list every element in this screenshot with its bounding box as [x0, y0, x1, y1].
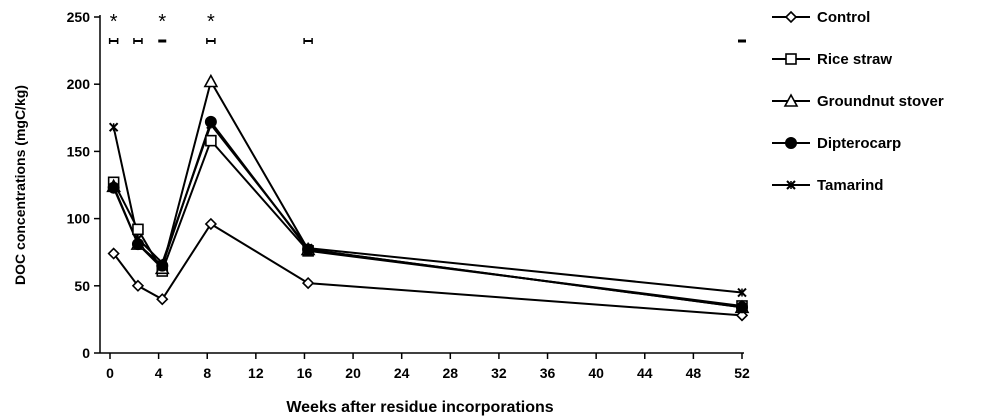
data-point	[206, 119, 216, 130]
data-point	[301, 276, 315, 290]
significance-asterisk: *	[207, 11, 215, 33]
series-points-1	[107, 134, 748, 312]
x-tick-label: 36	[540, 365, 556, 381]
axes	[99, 15, 744, 354]
x-tick-label: 32	[491, 365, 507, 381]
legend-item: Tamarind	[772, 177, 883, 194]
legend-label: Tamarind	[817, 177, 883, 194]
x-tick-label: 0	[106, 365, 114, 381]
error-bar-marker	[108, 38, 119, 44]
series-2	[112, 78, 743, 309]
error-bar-marker	[206, 38, 216, 44]
x-tick-label: 40	[588, 365, 604, 381]
legend-marker	[784, 10, 798, 24]
x-tick-label: 28	[443, 365, 459, 381]
y-tick-label: 200	[67, 76, 91, 92]
series-lines	[106, 73, 750, 322]
x-tick-label: 20	[345, 365, 361, 381]
legend-label: Groundnut stover	[817, 93, 944, 110]
legend-marker	[786, 180, 796, 190]
x-tick-label: 44	[637, 365, 653, 381]
data-point	[131, 279, 145, 292]
data-point	[736, 301, 748, 314]
series-line	[112, 122, 743, 294]
legend-marker	[783, 93, 799, 107]
series-points-4	[108, 119, 747, 298]
series-0	[112, 222, 743, 317]
significance-marks: * * *	[108, 11, 746, 44]
y-tick-label: 0	[82, 345, 90, 361]
y-tick-label: 100	[67, 211, 91, 227]
legend-label: Control	[817, 9, 870, 26]
series-4	[112, 122, 743, 294]
legend-marker	[785, 53, 797, 65]
y-tick-label: 150	[67, 143, 91, 159]
data-point	[133, 234, 143, 244]
x-tick-label: 48	[686, 365, 702, 381]
x-axis-title: Weeks after residue incorporations	[286, 399, 553, 416]
x-tick-label: 24	[394, 365, 410, 381]
legend-item: Control	[772, 9, 870, 26]
y-tick-label: 50	[74, 278, 90, 294]
x-tick-label: 4	[155, 365, 163, 381]
legend-item: Dipterocarp	[772, 135, 901, 152]
significance-asterisk: *	[158, 11, 166, 33]
error-bar-marker	[133, 38, 143, 44]
data-point	[204, 217, 218, 231]
y-tick-label: 250	[67, 9, 91, 25]
data-point	[107, 247, 120, 260]
data-point	[157, 258, 167, 268]
series-line	[112, 78, 743, 309]
x-tick-label: 8	[203, 365, 211, 381]
legend-item: Rice straw	[772, 51, 892, 68]
x-tick-label: 52	[734, 365, 750, 381]
error-bar-marker	[303, 38, 313, 44]
legend-marker	[785, 137, 797, 149]
data-point	[156, 293, 169, 306]
data-point	[205, 134, 217, 147]
legend-item: Groundnut stover	[772, 93, 944, 110]
legend-label: Dipterocarp	[817, 135, 901, 152]
data-point	[303, 243, 313, 253]
significance-asterisk: *	[110, 11, 118, 33]
legend-label: Rice straw	[817, 51, 892, 68]
data-point	[203, 73, 219, 88]
x-tick-label: 16	[297, 365, 313, 381]
x-tick-label: 12	[248, 365, 264, 381]
data-point	[108, 122, 119, 132]
legend: Control Rice straw Groundnut stover Diptero…	[772, 9, 944, 194]
y-axis-title: DOC concentrations (mgC/kg)	[12, 85, 28, 285]
data-point	[737, 287, 747, 298]
data-point	[132, 223, 144, 236]
series-line	[112, 222, 743, 317]
data-point	[107, 181, 120, 194]
